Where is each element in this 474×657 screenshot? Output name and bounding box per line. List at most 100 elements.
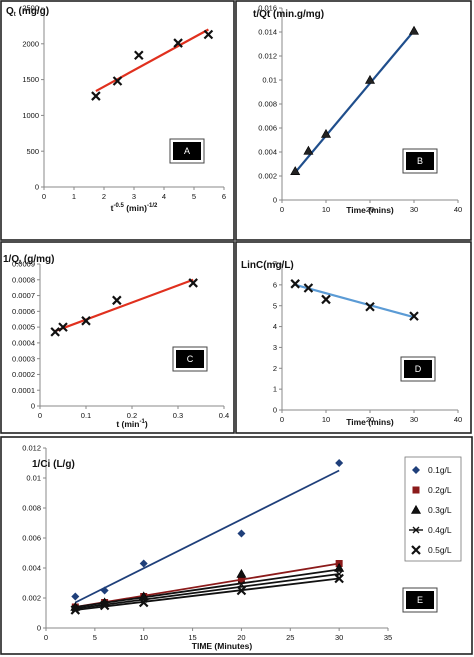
data-point <box>334 573 344 584</box>
panel-tag: E <box>402 587 438 613</box>
y-tick-label: 0.0001 <box>12 386 35 395</box>
trend-line <box>75 573 340 610</box>
trend-line <box>74 469 340 604</box>
y-tick-label: 0.0002 <box>12 370 35 379</box>
x-tick-label: 20 <box>366 415 374 424</box>
x-axis-title: t-0.5 (min)-1/2 <box>111 203 158 213</box>
x-tick-label: 0.2 <box>127 411 137 420</box>
y-axis-title: 1/Ci (L/g) <box>32 459 75 470</box>
y-tick-label: 2000 <box>22 39 39 48</box>
x-tick-label: 10 <box>322 205 330 214</box>
y-tick-label: 0 <box>31 402 35 411</box>
data-point <box>409 311 419 321</box>
y-tick-label: 0.01 <box>26 474 41 483</box>
panel-d: 0 1 2 3 4 5 6 7 0 10 20 30 40 LinC(mg/L) Time (mins) D <box>241 260 462 427</box>
panel-tag-box <box>406 152 434 170</box>
panel-d-frame <box>235 241 472 434</box>
y-tick-label: 0.0004 <box>12 338 35 347</box>
y-tick-label: 500 <box>26 147 39 156</box>
data-point <box>237 529 246 538</box>
y-tick-label: 0.006 <box>258 124 277 133</box>
x-axis-title: Time (mins) <box>346 417 394 427</box>
data-point <box>112 295 122 306</box>
panel-tag-border <box>172 346 208 372</box>
x-tick-label: 30 <box>335 633 343 642</box>
legend-label: 0.1g/L <box>428 465 452 475</box>
data-point <box>321 294 331 305</box>
y-tick-label: 0.008 <box>22 504 41 513</box>
panel-tag-letter: D <box>415 364 422 374</box>
trend-line <box>75 577 340 611</box>
x-tick-label: 30 <box>410 415 418 424</box>
panel-tag-letter: C <box>187 354 194 364</box>
y-tick-label: 0.01 <box>262 76 277 85</box>
data-point <box>237 576 245 584</box>
y-tick-label: 0.014 <box>258 28 277 37</box>
x-axis-title: Time (mins) <box>346 205 394 215</box>
data-point <box>188 278 198 288</box>
y-tick-label: 0.0009 <box>12 260 35 269</box>
panel-e-frame <box>0 436 473 655</box>
y-tick-label: 0 <box>35 183 39 192</box>
y-tick-label: 1000 <box>22 111 39 120</box>
y-tick-label: 0.0007 <box>12 291 35 300</box>
x-axis-title: TIME (Minutes) <box>192 641 253 651</box>
data-point <box>236 585 247 596</box>
x-tick-label: 40 <box>454 415 462 424</box>
legend-item: 0.1g/L <box>412 465 452 475</box>
panel-e: 0 0.002 0.004 0.006 0.008 0.01 0.012 0 5 10 15 20 25… <box>22 444 462 651</box>
panel-tag: D <box>400 356 436 382</box>
data-point <box>335 459 344 467</box>
x-tick-label: 2 <box>102 192 106 201</box>
x-axis-title: t (min-1) <box>116 419 147 429</box>
x-tick-label: 0.3 <box>173 411 183 420</box>
data-point <box>203 29 214 40</box>
legend-item: 0.2g/L <box>412 485 452 495</box>
x-tick-label: 4 <box>162 192 166 201</box>
data-point <box>112 76 123 86</box>
data-point <box>290 166 301 175</box>
x-tick-label: 10 <box>322 415 330 424</box>
panel-a-frame <box>0 0 235 241</box>
legend-label: 0.5g/L <box>428 545 452 555</box>
y-axis-title: t/Qt (min.g/mg) <box>253 9 324 20</box>
panel-tag-box <box>176 350 204 368</box>
legend-item: 0.5g/L <box>411 545 452 555</box>
data-point <box>58 322 68 332</box>
panel-tag-letter: B <box>417 156 423 166</box>
y-tick-label: 0.0005 <box>12 323 35 332</box>
trend-line <box>54 278 194 333</box>
panel-a: 0 500 1000 1500 2000 2500 0 1 2 3 4 5 6 Qt (mg/g) t-0.… <box>6 4 226 213</box>
y-tick-label: 7 <box>273 260 277 269</box>
y-tick-label: 1500 <box>22 75 39 84</box>
panel-tag-border <box>169 138 205 164</box>
legend-marker <box>411 545 421 555</box>
data-point <box>303 283 314 293</box>
x-tick-label: 30 <box>410 205 418 214</box>
legend-marker <box>412 466 420 474</box>
panel-tag-border <box>400 356 436 382</box>
series-1 <box>290 279 419 321</box>
panel-tag-letter: A <box>184 146 190 156</box>
legend-marker <box>410 504 422 514</box>
x-tick-label: 10 <box>140 633 148 642</box>
panel-tag-border <box>402 587 438 613</box>
y-axis-title: LinC(mg/L) <box>241 260 294 271</box>
data-point <box>99 600 110 611</box>
x-tick-label: 0 <box>44 633 48 642</box>
trend-line <box>95 28 209 93</box>
y-tick-label: 0.004 <box>22 564 41 573</box>
data-point <box>81 316 91 326</box>
panel-tag-border <box>402 148 438 174</box>
x-tick-label: 0.4 <box>219 411 229 420</box>
y-tick-label: 0.0006 <box>12 307 35 316</box>
x-tick-label: 0 <box>38 411 42 420</box>
x-tick-label: 5 <box>192 192 196 201</box>
x-tick-label: 25 <box>286 633 294 642</box>
y-tick-label: 0.004 <box>258 148 277 157</box>
y-tick-label: 0.002 <box>258 172 277 181</box>
panel-tag: A <box>169 138 205 164</box>
trend-line <box>75 562 340 608</box>
panel-b-frame <box>235 0 472 241</box>
